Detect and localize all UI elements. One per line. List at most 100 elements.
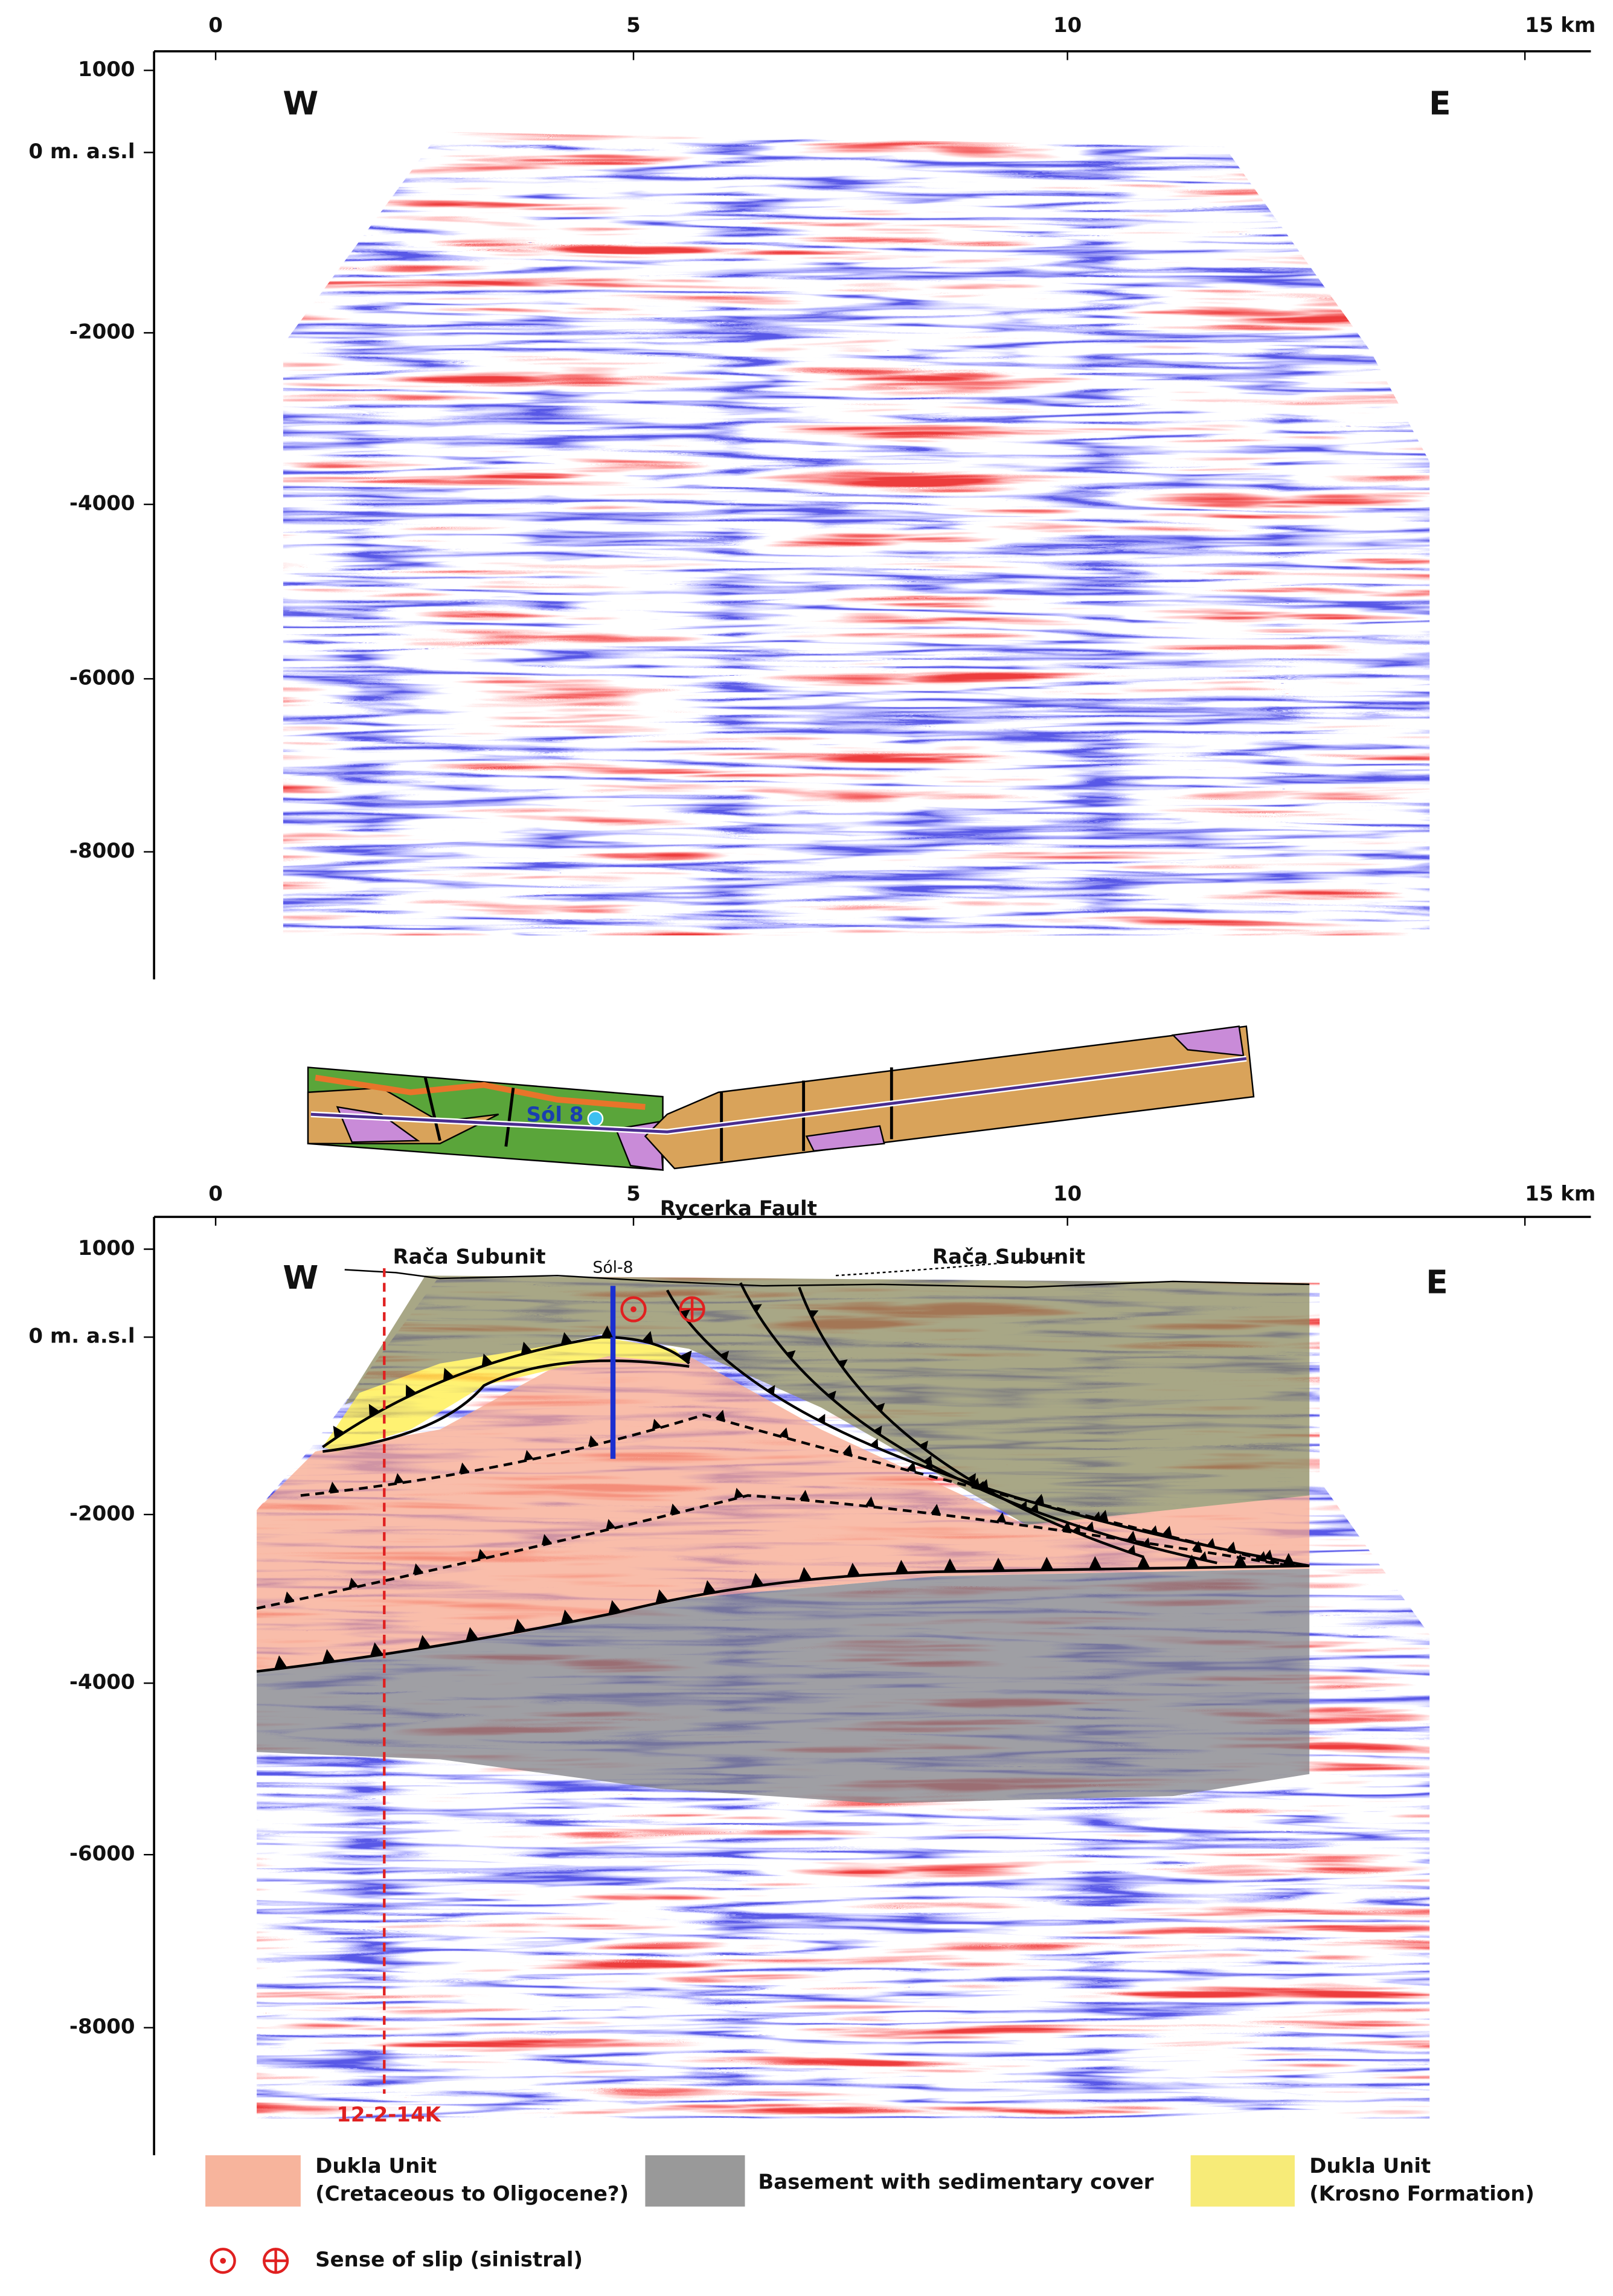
east-label: E: [1426, 1263, 1448, 1301]
thrust-tooth: [560, 1332, 572, 1345]
legend-swatch: [645, 2155, 745, 2207]
slip-out: [620, 1296, 647, 1323]
legend-label: Basement with sedimentary cover: [758, 2170, 1153, 2195]
well-marker: [587, 1111, 604, 1127]
thrust-tooth: [606, 1519, 616, 1530]
legend-swatch: [205, 2155, 301, 2207]
thrust-tooth: [943, 1558, 957, 1572]
y-tick-label: -2000: [69, 320, 135, 344]
y-tick-label: 1000: [78, 57, 135, 82]
y-tick-label: -4000: [69, 492, 135, 516]
thrust: [256, 1564, 1310, 1673]
map-fault: [504, 1088, 515, 1147]
fault: [739, 1282, 1217, 1565]
thrust-tooth: [1127, 1544, 1136, 1554]
thrust-dashed: [256, 1494, 1291, 1610]
thrust-tooth: [1282, 1553, 1296, 1566]
thrust-tooth: [906, 1461, 917, 1473]
slip-out: [220, 2257, 226, 2264]
thrust-tooth: [798, 1566, 812, 1581]
thrust-tooth: [1234, 1553, 1247, 1567]
thrust-tooth: [370, 1642, 383, 1656]
thrust-tooth: [458, 1462, 469, 1474]
thrust-tooth: [809, 1310, 819, 1318]
y-tick-label: -4000: [69, 1670, 135, 1695]
subunit-label: Rača Subunit: [932, 1245, 1085, 1269]
thrust-tooth: [992, 1557, 1005, 1571]
thrust-tooth: [601, 1325, 613, 1338]
west-label: W: [283, 1259, 318, 1297]
x-tick-label: 15 km: [1525, 13, 1595, 37]
thrust-tooth: [930, 1504, 941, 1515]
top-axes: [153, 50, 1591, 980]
map-fault: [423, 1077, 441, 1141]
thrust-tooth: [786, 1350, 796, 1360]
basement-fill: [257, 1568, 1310, 1804]
thrust-tooth: [976, 1481, 984, 1491]
thrust-tooth: [865, 1496, 876, 1507]
y-tick-label: 0 m. a.s.l: [28, 1324, 135, 1348]
seismic-image: [283, 132, 1430, 935]
map-contact: [315, 1074, 646, 1110]
thrust-tooth: [842, 1445, 853, 1456]
subunit-label: Rača Subunit: [393, 1245, 546, 1269]
topography: [344, 1269, 1310, 1288]
thrust-tooth: [870, 1438, 879, 1449]
thrust-tooth: [1036, 1496, 1045, 1506]
thrust-tooth: [1061, 1521, 1072, 1532]
y-tick-label: -8000: [69, 2015, 135, 2039]
y-tick-label: 1000: [78, 1236, 135, 1260]
thrust-tooth: [751, 1573, 764, 1587]
thrust-tooth: [405, 1384, 417, 1398]
thrust-tooth: [652, 1419, 662, 1431]
thrust-tooth: [524, 1450, 534, 1461]
thrust-tooth: [642, 1331, 653, 1344]
legend-label: Sense of slip (sinistral): [315, 2248, 583, 2272]
thrust-tooth: [1030, 1502, 1039, 1513]
map-unit: [805, 1125, 885, 1152]
legend-label: Dukla Unit: [315, 2154, 437, 2178]
slip-out: [630, 1306, 637, 1312]
thrust-tooth: [481, 1353, 493, 1367]
thrust-tooth: [412, 1563, 423, 1575]
thrust-tooth: [1085, 1521, 1094, 1531]
thrust-tooth: [778, 1427, 789, 1439]
x-tick-label: 5: [626, 1182, 641, 1206]
thrust-tooth: [1264, 1549, 1273, 1559]
leader-line: [835, 1257, 1056, 1277]
x-tick-label: 5: [626, 13, 641, 37]
thrust-tooth: [348, 1577, 359, 1589]
x-tick-label: 10: [1053, 13, 1082, 37]
well-label: Sól 8: [527, 1103, 584, 1127]
thrust-tooth: [1257, 1551, 1268, 1562]
thrust-tooth: [274, 1655, 287, 1670]
thrust-tooth: [322, 1649, 336, 1663]
thrust-tooth: [895, 1559, 909, 1574]
fault-label: Rycerka Fault: [660, 1196, 817, 1220]
legend-sublabel: (Cretaceous to Oligocene?): [315, 2182, 629, 2206]
thrust-tooth: [1098, 1510, 1108, 1521]
y-tick-label: -8000: [69, 839, 135, 863]
legend-swatch: [1190, 2155, 1295, 2207]
thrust-tooth: [608, 1600, 621, 1615]
thrust-tooth: [996, 1512, 1007, 1524]
thrust-tooth: [1126, 1530, 1137, 1542]
thrust-tooth: [1019, 1501, 1027, 1511]
thrust-tooth: [766, 1385, 775, 1395]
thrust-tooth: [838, 1359, 848, 1368]
y-tick-label: -2000: [69, 1501, 135, 1525]
thrust-tooth: [443, 1368, 454, 1381]
thrust-tooth: [817, 1414, 826, 1424]
x-tick-label: 0: [208, 13, 223, 37]
thrust-tooth: [702, 1580, 716, 1595]
thrust-tooth: [1199, 1551, 1208, 1561]
thrust-tooth: [1149, 1525, 1158, 1535]
thrust-tooth: [1088, 1556, 1102, 1570]
thrust-tooth: [466, 1627, 479, 1641]
map-unit: [1171, 1025, 1245, 1057]
thrust-tooth: [827, 1390, 836, 1400]
east-label: E: [1429, 84, 1451, 122]
krosno-fill: [322, 1337, 690, 1452]
map-strip: Sól 8: [307, 1025, 1255, 1171]
thrust-tooth: [715, 1409, 725, 1422]
